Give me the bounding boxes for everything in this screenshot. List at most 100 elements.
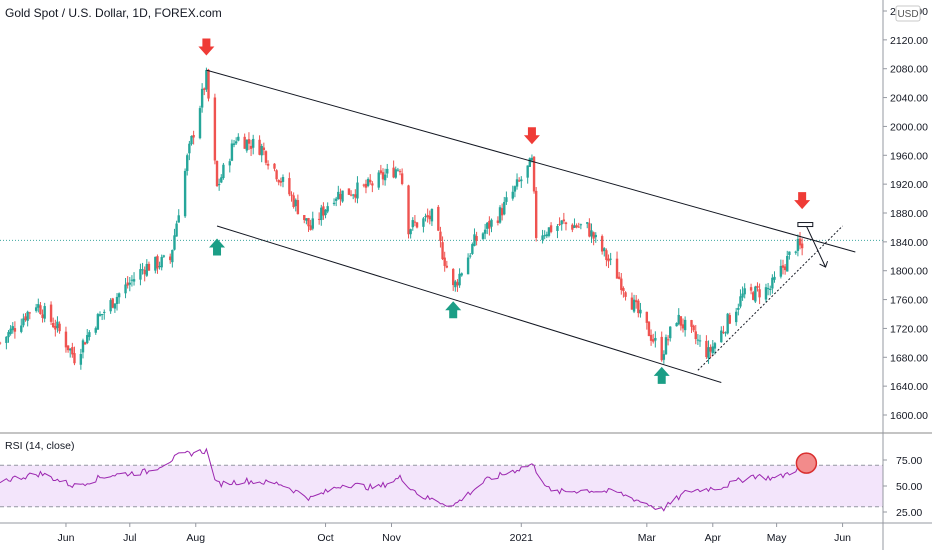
candle-body: [758, 289, 761, 298]
candle-body: [617, 276, 621, 279]
candle-body: [51, 322, 55, 328]
candle-body: [675, 323, 678, 327]
candle-body: [317, 218, 321, 220]
candle-body: [96, 314, 100, 330]
candle-body: [28, 312, 31, 314]
candle-body: [326, 206, 329, 212]
candle-body: [130, 279, 134, 281]
candle-body: [307, 218, 310, 227]
candle-body: [156, 256, 159, 269]
candle-body: [779, 265, 783, 277]
candle-body: [543, 235, 546, 237]
channel-upper-line: [206, 69, 856, 253]
candle-body: [377, 172, 380, 188]
candle-body: [681, 324, 685, 329]
candle-body: [624, 292, 627, 297]
candle-body: [588, 223, 591, 237]
candle-body: [303, 215, 306, 220]
candle-body: [243, 136, 246, 149]
candle-body: [737, 307, 740, 310]
candle-body: [292, 195, 295, 208]
candle-body: [264, 151, 268, 163]
candle-body: [266, 163, 270, 166]
candle-body: [632, 299, 636, 312]
candle-body: [573, 225, 576, 228]
candle-body: [7, 332, 10, 338]
candle-body: [471, 244, 474, 254]
candle-body: [443, 257, 446, 266]
candle-body: [437, 206, 440, 231]
rsi-tick-label: 25.00: [896, 507, 922, 519]
currency-badge-label[interactable]: USD: [897, 9, 918, 20]
candle-body: [498, 207, 502, 223]
rsi-tick-label: 75.00: [896, 455, 922, 467]
candle-body: [722, 331, 725, 333]
candle-body: [652, 339, 655, 342]
candle-body: [728, 315, 732, 324]
candle-body: [154, 256, 157, 271]
candle-body: [222, 164, 225, 178]
candle-body: [332, 202, 336, 205]
price-tick-label: 1760.00: [890, 295, 928, 307]
rising-support-line: [697, 225, 843, 371]
candle-body: [190, 135, 193, 145]
candle-body: [741, 293, 744, 298]
candle-body: [79, 354, 83, 365]
candle-body: [592, 232, 595, 239]
candle-body: [273, 163, 276, 169]
candle-body: [726, 313, 729, 334]
candle-body: [260, 146, 263, 156]
candle-body: [526, 165, 529, 178]
candle-body: [228, 161, 231, 166]
candle-body: [230, 143, 234, 161]
rsi-band: [0, 465, 883, 507]
candle-body: [41, 314, 44, 318]
candle-body: [496, 220, 500, 223]
candle-body: [452, 269, 455, 286]
candle-body: [605, 250, 608, 260]
price-tick-label: 1640.00: [890, 381, 928, 393]
candle-body: [669, 326, 672, 339]
candle-body: [383, 174, 387, 181]
candle-body: [54, 325, 57, 330]
currency-badge[interactable]: USD: [895, 5, 921, 22]
candle-body: [237, 136, 240, 141]
candle-body: [349, 194, 353, 196]
candle-body: [764, 287, 768, 300]
candle-body: [698, 340, 702, 342]
candle-body: [709, 347, 712, 352]
down-arrow-marker: [198, 38, 215, 56]
channel-lower-line: [216, 225, 722, 384]
candle-body: [796, 238, 800, 251]
price-layer: [0, 67, 804, 370]
candle-body: [20, 325, 23, 332]
candle-body: [117, 293, 121, 298]
candle-body: [49, 304, 53, 322]
candle-body: [549, 225, 553, 232]
candle-body: [73, 353, 76, 364]
time-tick-label: Apr: [705, 532, 722, 544]
candle-body: [677, 314, 680, 325]
rsi-tick-label: 50.00: [896, 481, 922, 493]
candle-body: [577, 226, 580, 228]
currency-badge-box[interactable]: [895, 5, 921, 22]
price-tick-label: 1720.00: [890, 323, 928, 335]
candle-body: [511, 191, 514, 199]
candle-body: [141, 269, 144, 271]
candle-body: [183, 170, 187, 217]
candle-body: [249, 145, 253, 149]
time-tick-label: Jul: [123, 532, 136, 544]
candle-body: [654, 337, 657, 341]
candle-body: [545, 234, 549, 237]
candle-body: [734, 311, 738, 323]
candle-body: [679, 316, 683, 326]
candle-body: [473, 234, 476, 246]
candle-body: [369, 179, 372, 183]
candle-body: [749, 287, 753, 291]
candle-body: [247, 139, 251, 144]
candle-body: [115, 296, 119, 304]
candle-body: [188, 143, 191, 154]
candle-body: [505, 197, 508, 202]
candle-body: [439, 231, 442, 241]
candle-body: [9, 328, 12, 334]
